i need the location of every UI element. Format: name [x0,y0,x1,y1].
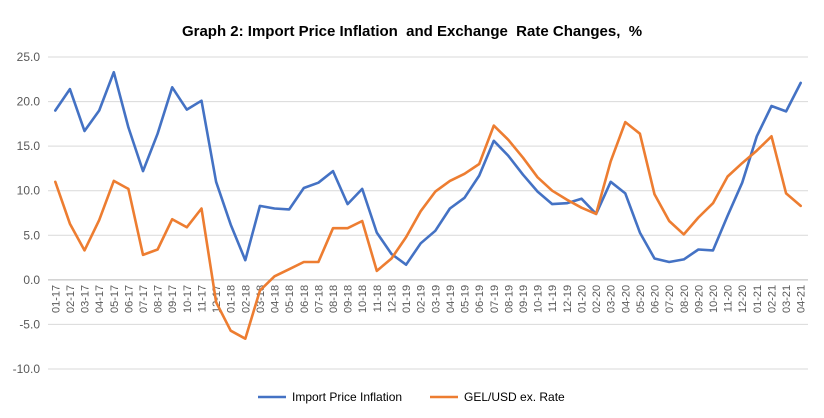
y-tick-label: 5.0 [23,228,40,242]
x-tick-label: 06-19 [474,285,486,313]
x-tick-label: 09-17 [167,285,179,313]
x-tick-label: 12-19 [562,285,574,313]
x-tick-label: 05-18 [284,285,296,313]
legend-label: Import Price Inflation [292,390,402,404]
x-tick-label: 10-17 [182,285,194,313]
x-tick-label: 08-17 [153,285,165,313]
x-tick-label: 07-19 [489,285,501,313]
x-tick-label: 03-17 [80,285,92,313]
x-tick-label: 08-18 [328,285,340,313]
x-tick-label: 10-20 [708,285,720,313]
series-line-gel-usd-ex-rate [53,120,803,341]
x-tick-label: 07-17 [138,285,150,313]
series-lines [53,70,803,341]
y-tick-label: 15.0 [17,139,41,153]
x-tick-label: 02-19 [416,285,428,313]
x-tick-label: 05-17 [109,285,121,313]
gridlines [48,56,808,370]
x-tick-label: 07-20 [664,285,676,313]
x-tick-label: 02-18 [240,285,252,313]
x-tick-label: 05-19 [460,285,472,313]
legend-label: GEL/USD ex. Rate [464,390,565,404]
y-tick-label: -5.0 [19,317,40,331]
x-tick-label: 08-19 [503,285,515,313]
x-tick-label: 02-20 [591,285,603,313]
x-tick-label: 12-20 [737,285,749,313]
y-tick-label: 10.0 [17,184,41,198]
chart-title: Graph 2: Import Price Inflation and Exch… [182,23,642,40]
x-tick-label: 04-21 [796,285,808,313]
x-tick-label: 11-19 [547,285,559,312]
x-tick-label: 09-18 [343,285,355,313]
x-tick-label: 05-20 [635,285,647,313]
x-tick-label: 02-17 [65,285,77,313]
x-tick-label: 06-18 [299,285,311,313]
x-axis-tick-labels: 01-17 02-17 03-17 04-17 05-17 06-17 07-17 08-17… [50,285,807,313]
y-tick-label: 20.0 [17,95,41,109]
x-tick-label: 04-18 [270,285,282,313]
x-tick-label: 01-19 [401,285,413,313]
x-tick-label: 10-19 [533,285,545,313]
x-tick-label: 12-18 [386,285,398,313]
x-tick-label: 11-18 [372,285,384,312]
series-line-import-price-inflation [53,70,803,267]
x-tick-label: 01-21 [752,285,764,313]
x-tick-label: 11-17 [196,285,208,312]
x-tick-label: 09-20 [693,285,705,313]
y-axis-tick-labels: 25.0 20.0 15.0 10.0 5.0 0.0 -5.0 -10.0 [13,50,41,376]
y-tick-label: -10.0 [13,362,41,376]
x-tick-label: 03-20 [606,285,618,313]
x-tick-label: 04-20 [620,285,632,313]
y-tick-label: 25.0 [17,50,41,64]
legend: Import Price Inflation GEL/USD ex. Rate [258,390,565,404]
x-tick-label: 01-20 [576,285,588,313]
x-tick-label: 10-18 [357,285,369,313]
y-tick-label: 0.0 [23,273,40,287]
x-tick-label: 06-17 [123,285,135,313]
x-tick-label: 04-19 [445,285,457,313]
x-tick-label: 06-20 [650,285,662,313]
x-tick-label: 01-17 [50,285,62,313]
x-tick-label: 11-20 [723,285,735,312]
x-tick-label: 09-19 [518,285,530,313]
x-tick-label: 01-18 [226,285,238,313]
x-tick-label: 07-18 [313,285,325,313]
x-tick-label: 02-21 [766,285,778,313]
x-tick-label: 03-21 [781,285,793,313]
x-tick-label: 03-18 [255,285,267,313]
x-tick-label: 04-17 [94,285,106,313]
x-tick-label: 03-19 [430,285,442,313]
x-tick-label: 08-20 [679,285,691,313]
